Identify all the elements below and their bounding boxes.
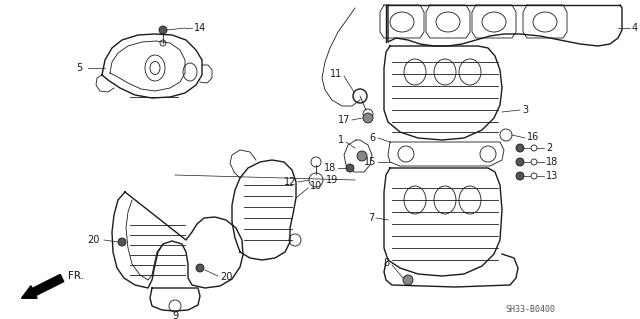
Text: 6: 6 [370,133,376,143]
Text: 8: 8 [384,258,390,268]
Text: 13: 13 [546,171,558,181]
Text: 11: 11 [330,69,342,79]
Text: 17: 17 [338,115,350,125]
Circle shape [196,264,204,272]
Text: 2: 2 [546,143,552,153]
Text: 10: 10 [310,181,323,191]
Text: 15: 15 [364,157,376,167]
Text: 20: 20 [88,235,100,245]
Text: 7: 7 [368,213,374,223]
Text: 3: 3 [522,105,528,115]
Text: 1: 1 [338,135,344,145]
Text: 9: 9 [172,311,178,319]
Text: 12: 12 [284,177,296,187]
Text: 16: 16 [527,132,540,142]
Circle shape [363,113,373,123]
Circle shape [403,275,413,285]
Text: 18: 18 [546,157,558,167]
Circle shape [516,158,524,166]
Text: 19: 19 [326,175,338,185]
Text: FR.: FR. [68,271,84,281]
Circle shape [159,26,167,34]
Circle shape [118,238,126,246]
Text: 4: 4 [632,23,638,33]
Circle shape [516,144,524,152]
Text: 18: 18 [324,163,336,173]
FancyArrow shape [22,274,64,298]
Circle shape [346,164,354,172]
Text: 5: 5 [76,63,82,73]
Text: 14: 14 [194,23,206,33]
Text: SH33-B0400: SH33-B0400 [505,306,555,315]
Circle shape [516,172,524,180]
Circle shape [357,151,367,161]
Text: 20: 20 [220,272,232,282]
